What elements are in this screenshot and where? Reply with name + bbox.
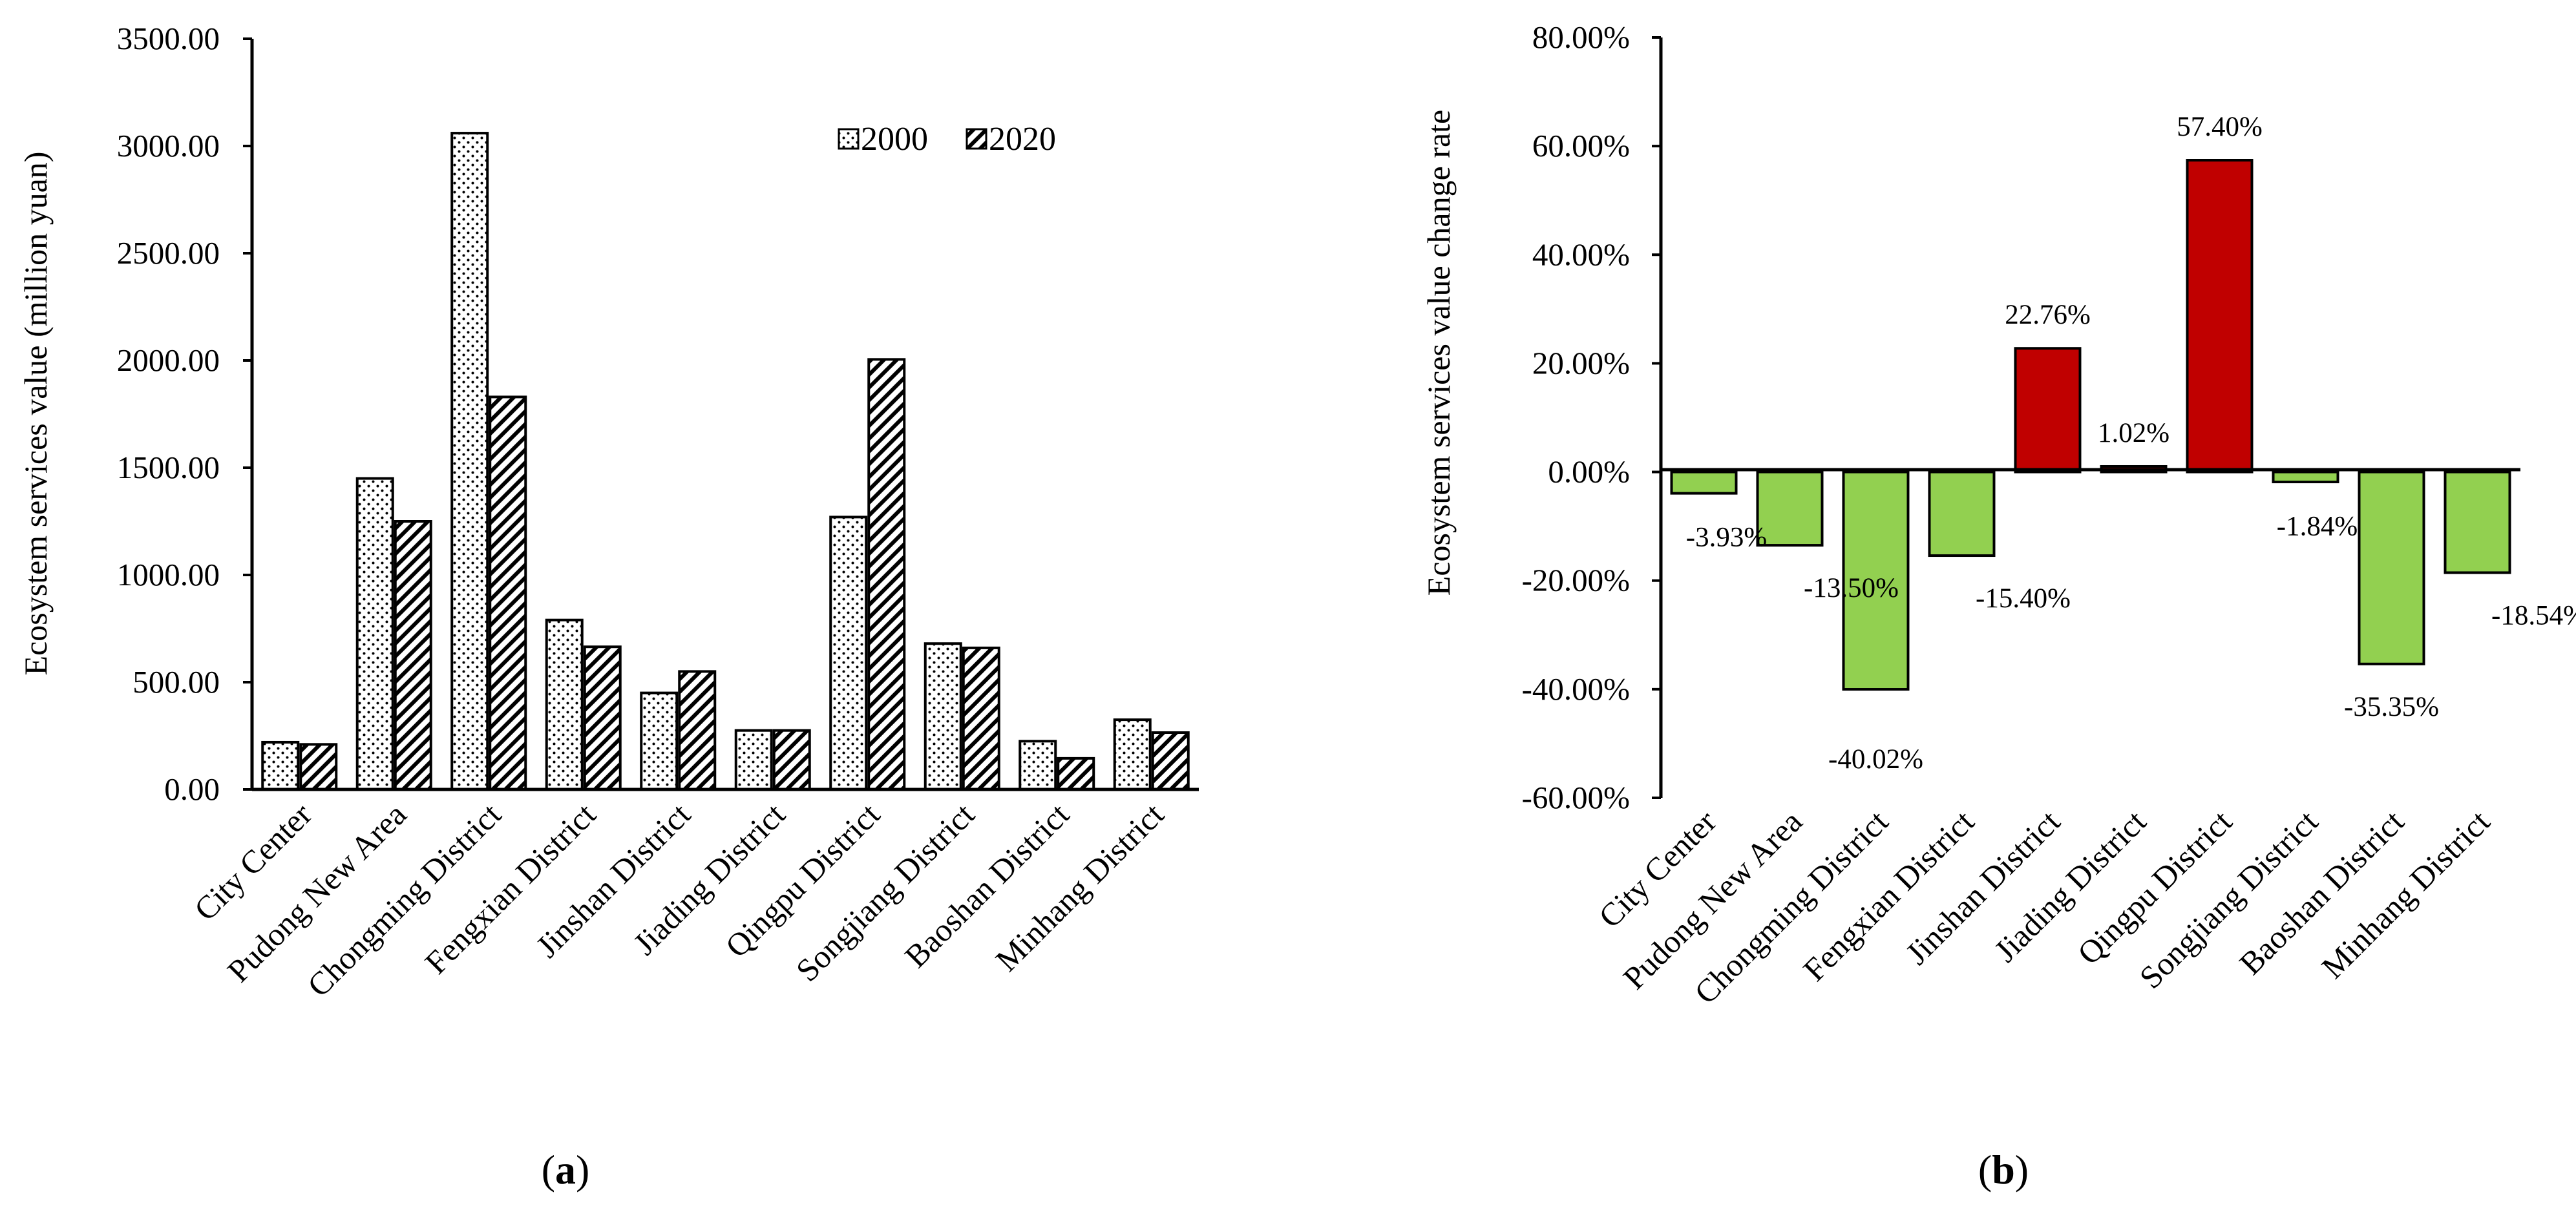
- chart-a-y-tick-label: 3000.00: [117, 128, 220, 163]
- bar-2000-qingpu-district: [829, 516, 868, 791]
- bar-qingpu-district: [2186, 159, 2254, 474]
- bar-chongming-district: [1842, 470, 1910, 691]
- data-label-songjiang-district: -1.84%: [2277, 512, 2358, 542]
- chart-a-y-axis-title: Ecosystem services value (million yuan): [17, 152, 54, 676]
- bar-2020-jinshan-district: [678, 670, 717, 791]
- bar-2020-fengxian-district: [583, 645, 622, 791]
- chart-b-y-tick-label: 60.00%: [1532, 128, 1630, 163]
- chart-b-y-tick-label: -20.00%: [1522, 563, 1630, 598]
- data-label-fengxian-district: -15.40%: [1976, 583, 2071, 614]
- data-label-pudong-new-area: -13.50%: [1804, 573, 1899, 603]
- bar-songjiang-district: [2272, 470, 2339, 484]
- data-label-qingpu-district: 57.40%: [2177, 112, 2263, 142]
- chart-b-y-tick-label: -40.00%: [1522, 671, 1630, 707]
- chart-a-category-label: Minhang District: [988, 796, 1170, 978]
- chart-a-y-tick-label: 3500.00: [117, 21, 220, 56]
- data-label-city-center: -3.93%: [1686, 523, 1767, 553]
- chart-a-category-label: Baoshan District: [898, 796, 1076, 974]
- chart-a-y-tick-label: 1000.00: [117, 557, 220, 592]
- bar-pudong-new-area: [1756, 470, 1824, 547]
- chart-a-bars: [261, 132, 1190, 791]
- bar-2020-pudong-new-area: [394, 520, 432, 791]
- chart-a-y-tick-label: 2000.00: [117, 342, 220, 378]
- chart-b-category-label: Qingpu District: [2071, 803, 2239, 972]
- panel-label-b: (b): [1978, 1147, 2029, 1193]
- bar-2000-jinshan-district: [640, 691, 679, 791]
- chart-b-y-axis-title: Ecosystem services value change rate: [1420, 110, 1457, 596]
- chart-b-change-rate: -60.00% -40.00% -20.00% 0.00% 20.00% 40.00% 60…: [1420, 19, 2576, 1193]
- chart-a-y-tick-label: 2500.00: [117, 235, 220, 271]
- bar-city-center: [1670, 470, 1738, 495]
- chart-a-ecosystem-value: 0.00 500.00 1000.00 1500.00 2000.00 2500.00 30…: [17, 21, 1199, 1193]
- chart-a-y-tick-label: 0.00: [164, 771, 220, 807]
- bar-2000-pudong-new-area: [355, 477, 394, 791]
- chart-b-y-tick-label: -60.00%: [1522, 780, 1630, 815]
- data-label-jinshan-district: 22.76%: [2005, 300, 2091, 330]
- bar-minhang-district: [2444, 470, 2511, 574]
- bar-2000-baoshan-district: [1019, 740, 1057, 791]
- bar-2000-jiading-district: [734, 729, 773, 791]
- chart-b-category-label: Jinshan District: [1899, 803, 2067, 972]
- bar-2000-city-center: [261, 740, 300, 791]
- bar-2000-chongming-district: [450, 132, 489, 791]
- bar-2020-city-center: [299, 743, 338, 791]
- legend-label-2000: 2000: [861, 121, 928, 158]
- chart-b-y-tick-label: 20.00%: [1532, 345, 1630, 381]
- panel-label-a: (a): [542, 1147, 590, 1193]
- data-label-minhang-district: -18.54%: [2491, 600, 2576, 631]
- bar-2020-jiading-district: [772, 729, 811, 791]
- data-label-chongming-district: -40.02%: [1828, 744, 1923, 775]
- chart-b-bars: [1670, 159, 2511, 691]
- bar-2020-qingpu-district: [867, 358, 906, 791]
- bar-2000-minhang-district: [1113, 718, 1152, 791]
- legend-label-2020: 2020: [989, 121, 1056, 158]
- bar-jinshan-district: [2014, 347, 2082, 474]
- chart-a-category-label: Pudong New Area: [220, 796, 414, 989]
- chart-b-y-tick-label: 40.00%: [1532, 236, 1630, 272]
- chart-b-y-tick-label: 0.00%: [1548, 454, 1630, 490]
- chart-a-y-tick-label: 500.00: [132, 664, 220, 700]
- bar-baoshan-district: [2358, 470, 2425, 665]
- chart-b-y-tick-labels: -60.00% -40.00% -20.00% 0.00% 20.00% 40.00% 60…: [1522, 19, 1661, 815]
- chart-a-y-tick-labels: 0.00 500.00 1000.00 1500.00 2000.00 2500.00 30…: [117, 21, 252, 807]
- legend-swatch-2000: [838, 128, 860, 150]
- chart-a-category-label: Fengxian District: [417, 796, 602, 981]
- chart-b-category-label: Jiading District: [1987, 803, 2153, 969]
- data-label-jiading-district: 1.02%: [2098, 418, 2170, 448]
- bar-2020-songjiang-district: [962, 646, 1000, 791]
- legend-swatch-2020: [966, 128, 987, 150]
- bar-fengxian-district: [1928, 470, 1996, 558]
- chart-b-data-labels: -3.93% -13.50% -40.02% -15.40% 22.76% 1.02% 57…: [1686, 112, 2576, 775]
- data-label-baoshan-district: -35.35%: [2344, 692, 2439, 722]
- bar-2000-songjiang-district: [924, 642, 962, 791]
- chart-a-y-tick-label: 1500.00: [117, 450, 220, 485]
- chart-b-y-tick-label: 80.00%: [1532, 19, 1630, 55]
- bar-2020-baoshan-district: [1057, 756, 1095, 791]
- chart-a-category-label: Songjiang District: [789, 796, 982, 988]
- chart-a-legend: 2000 2020: [838, 121, 1056, 158]
- bar-2020-minhang-district: [1151, 731, 1190, 791]
- bar-2000-fengxian-district: [545, 618, 584, 791]
- bar-2020-chongming-district: [489, 395, 527, 791]
